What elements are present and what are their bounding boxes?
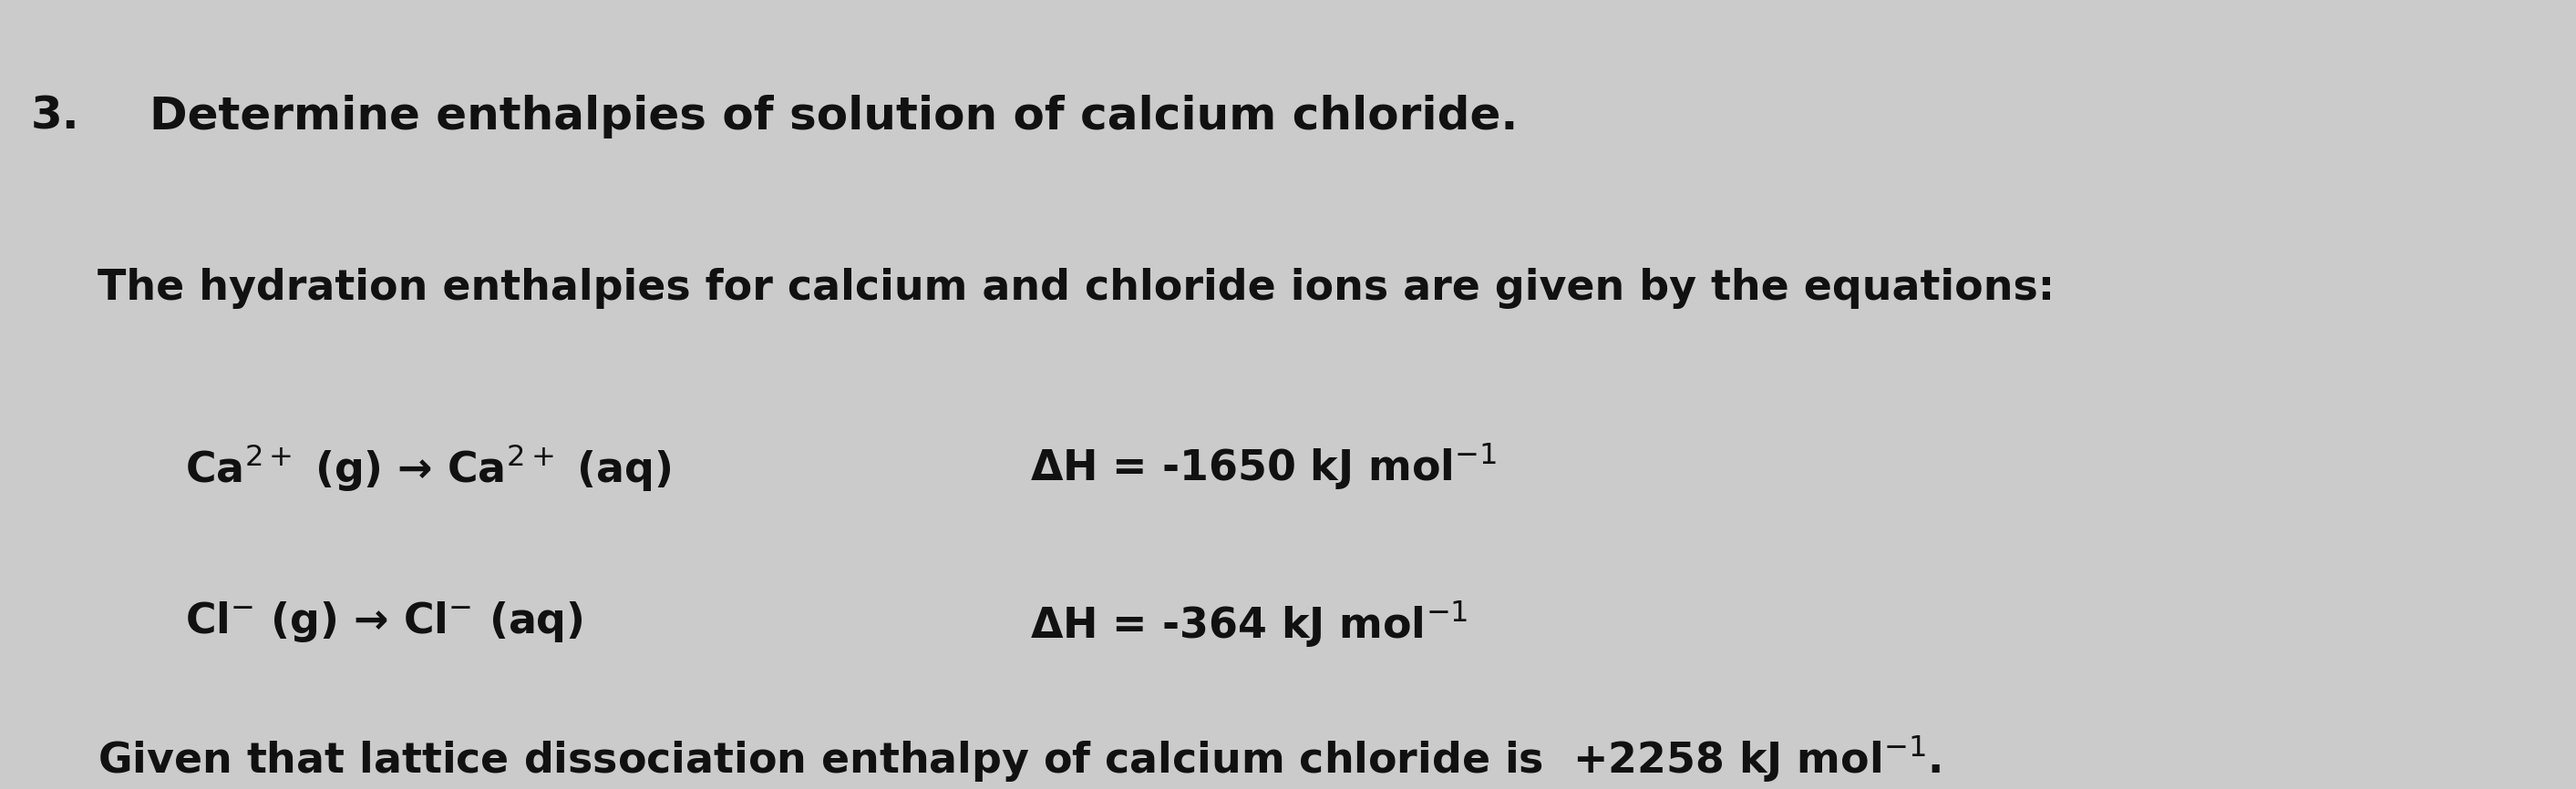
Text: Ca$^{2+}$ (g) → Ca$^{2+}$ (aq): Ca$^{2+}$ (g) → Ca$^{2+}$ (aq) (185, 442, 672, 493)
Text: Determine enthalpies of solution of calcium chloride.: Determine enthalpies of solution of calc… (149, 95, 1517, 138)
Text: The hydration enthalpies for calcium and chloride ions are given by the equation: The hydration enthalpies for calcium and… (98, 268, 2056, 309)
Text: Cl$^{-}$ (g) → Cl$^{-}$ (aq): Cl$^{-}$ (g) → Cl$^{-}$ (aq) (185, 600, 585, 645)
Text: Given that lattice dissociation enthalpy of calcium chloride is  +2258 kJ mol$^{: Given that lattice dissociation enthalpy… (98, 734, 1942, 784)
Text: ΔH = -364 kJ mol$^{-1}$: ΔH = -364 kJ mol$^{-1}$ (1030, 600, 1468, 650)
Text: 3.: 3. (31, 95, 80, 138)
Text: ΔH = -1650 kJ mol$^{-1}$: ΔH = -1650 kJ mol$^{-1}$ (1030, 442, 1497, 492)
